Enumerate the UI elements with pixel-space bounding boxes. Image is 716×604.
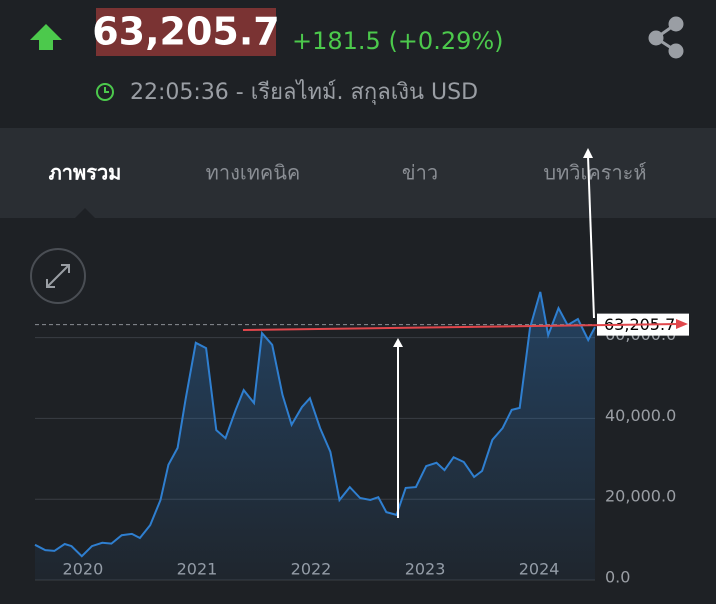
clock-icon [96, 83, 114, 101]
share-icon[interactable] [648, 16, 684, 59]
tab[interactable]: บทวิเคราะห์ [543, 161, 646, 185]
line [34, 291, 596, 558]
area [35, 291, 595, 580]
tab[interactable]: ข่าว [402, 161, 438, 185]
arrowhead [393, 338, 403, 347]
tab[interactable]: ภาพรวม [49, 161, 122, 185]
annotation-arrow [587, 155, 595, 319]
y-tick-label: 0.0 [605, 568, 630, 587]
annotations [242, 148, 688, 518]
price: 63,205.7 [92, 10, 280, 54]
tab[interactable]: ทางเทคนิค [206, 161, 301, 185]
tab-bar [0, 128, 716, 218]
status: 22:05:36 - เรียลไทม์. สกุลเงิน USD [130, 79, 478, 105]
expand-button[interactable] [30, 248, 86, 304]
tab-indicator [75, 208, 95, 218]
arrowhead [583, 148, 593, 158]
up-arrow [30, 24, 62, 50]
price-bg [96, 8, 276, 56]
plot: 0.020,000.040,000.060,000.02020202120222… [34, 291, 689, 587]
arrowhead [676, 319, 688, 329]
expand-icon [46, 264, 70, 288]
share-line [655, 36, 677, 53]
clock-hands [104, 87, 109, 93]
y-tick-label: 20,000.0 [605, 487, 676, 506]
share-line [655, 22, 677, 40]
price-change: +181.5 (+0.29%) [292, 27, 504, 55]
annotation-arrow [242, 323, 679, 331]
y-tick-label: 40,000.0 [605, 406, 676, 425]
